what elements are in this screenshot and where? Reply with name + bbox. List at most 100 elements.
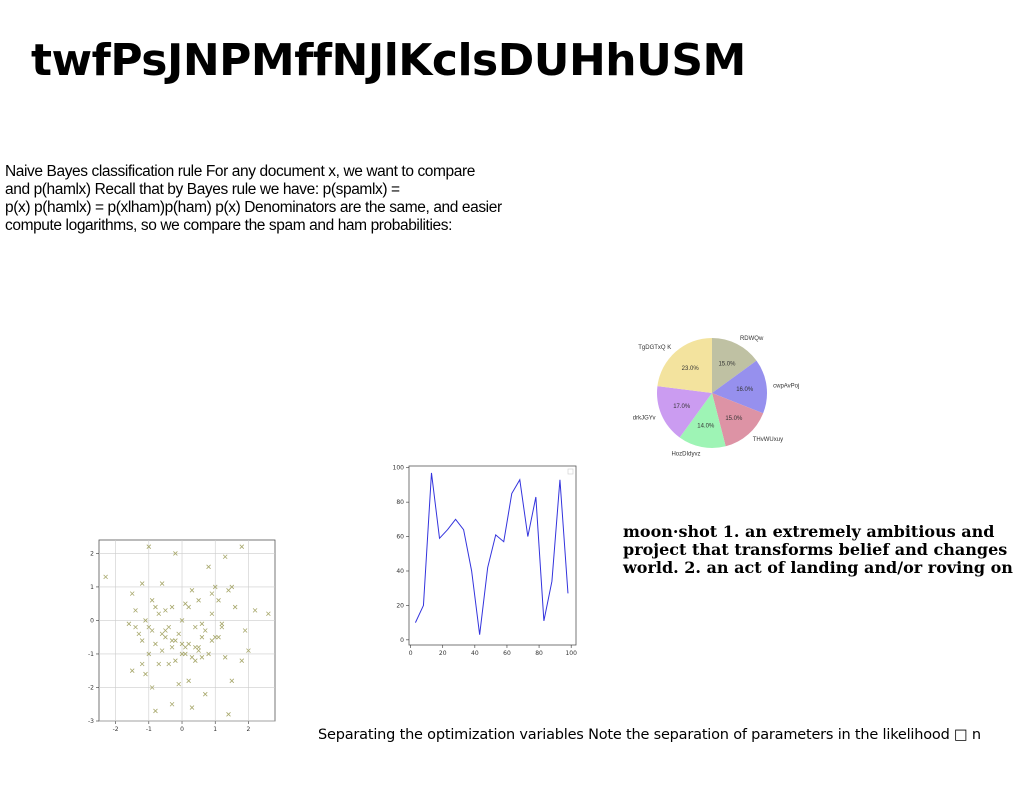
scatter-point — [232, 604, 238, 610]
legend-box — [567, 468, 574, 475]
pie-slice — [657, 338, 712, 393]
scatter-point — [149, 685, 155, 690]
scatter-point — [163, 628, 168, 633]
y-tick-label: 20 — [396, 602, 404, 609]
scatter-point — [169, 644, 175, 650]
line-series — [414, 472, 569, 635]
pie-category-label: RDWQw — [740, 336, 764, 342]
scatter-point — [159, 648, 165, 653]
pie-percent-label: 14.0% — [697, 423, 715, 429]
y-tick-label: 60 — [396, 534, 404, 541]
y-tick-label: 40 — [396, 568, 404, 575]
scatter-point — [196, 644, 201, 650]
scatter-point — [212, 584, 218, 590]
scatter-point — [166, 624, 172, 630]
pie-category-label: drkJGYv — [633, 415, 656, 421]
scatter-point — [226, 587, 231, 593]
x-tick-label: -1 — [146, 726, 152, 733]
moonshot-line: project that transforms belief and chang… — [623, 540, 1008, 559]
y-tick-label: -2 — [88, 684, 94, 691]
page-title: twfPsJNPMffNJlKclsDUHhUSM — [31, 35, 746, 86]
scatter-point — [159, 581, 165, 586]
scatter-point — [176, 681, 181, 687]
pie-slice — [679, 393, 726, 449]
scatter-point — [202, 691, 208, 697]
scatter-point — [163, 634, 168, 640]
scatter-point — [149, 628, 155, 633]
y-tick-label: -1 — [88, 651, 94, 658]
scatter-point — [209, 638, 215, 643]
scatter-point — [239, 658, 245, 663]
scatter-point — [219, 621, 225, 627]
scatter-point — [153, 604, 158, 610]
scatter-point — [173, 658, 178, 663]
scatter-point — [139, 581, 145, 586]
moonshot-line: moon·shot 1. an extremely ambitious and — [623, 522, 995, 541]
scatter-point — [169, 638, 175, 643]
scatter-point — [202, 628, 208, 633]
scatter-point — [133, 624, 138, 630]
pie-percent-label: 23.0% — [682, 366, 700, 372]
scatter-point — [153, 641, 158, 647]
scatter-chart: -2 -1 0 1 2 -3 -2 -1 0 1 2 — [88, 539, 276, 733]
scatter-point — [212, 634, 218, 640]
scatter-point — [156, 661, 162, 667]
scatter-point — [209, 611, 215, 617]
scatter-point — [183, 644, 188, 650]
x-tick-label: 60 — [503, 650, 511, 657]
scatter-point — [206, 564, 211, 570]
scatter-point — [266, 611, 271, 617]
scatter-point — [206, 651, 211, 657]
moonshot-line: world. 2. an act of landing and/or rovin… — [623, 558, 1013, 577]
scatter-point — [239, 544, 245, 549]
scatter-point — [222, 655, 228, 660]
y-tick-label: -3 — [88, 718, 94, 725]
scatter-point — [126, 621, 132, 627]
scatter-point — [216, 634, 221, 640]
x-tick-label: 1 — [213, 726, 217, 733]
scatter-point — [189, 587, 195, 593]
paragraph-line: and p(hamlx) Recall that by Bayes rule w… — [5, 181, 400, 198]
scatter-point — [193, 658, 198, 663]
scatter-point — [133, 608, 138, 613]
scatter-point — [183, 601, 188, 606]
line-chart: 0 20 40 60 80 100 0 20 40 60 80 100 — [393, 465, 578, 657]
scatter-point — [242, 628, 248, 633]
pie-slice — [656, 386, 712, 438]
x-tick-label: 40 — [471, 650, 479, 657]
pie-percent-label: 15.0% — [725, 416, 743, 422]
scatter-point — [193, 644, 198, 650]
scatter-point — [196, 648, 201, 653]
pie-slice — [712, 338, 757, 393]
pie-category-label: TgDGTxQ K — [638, 345, 671, 351]
scatter-point — [159, 631, 165, 637]
scatter-point — [183, 651, 188, 657]
pie-percent-label: 16.0% — [736, 387, 754, 393]
scatter-point — [139, 661, 145, 667]
pie-category-label: THvWUxuy — [753, 437, 783, 443]
scatter-point — [143, 618, 148, 623]
pie-category-label: cwpAvPoj — [773, 383, 799, 389]
scatter-point — [149, 598, 155, 603]
scatter-point — [169, 701, 175, 707]
scatter-point — [186, 604, 191, 610]
scatter-point — [153, 708, 158, 714]
scatter-point — [143, 671, 148, 677]
x-tick-label: 20 — [439, 650, 447, 657]
scatter-point — [199, 655, 205, 660]
scatter-point — [246, 648, 251, 653]
x-tick-label: 0 — [409, 650, 413, 657]
scatter-point — [186, 678, 191, 684]
scatter-point — [139, 638, 145, 643]
pie-chart: 15.0% RDWQw 16.0% cwpAvPoj 15.0% THvWUxuy 14.0… — [633, 336, 800, 457]
scatter-point — [179, 651, 185, 657]
scatter-point — [252, 608, 258, 613]
scatter-point — [163, 608, 168, 613]
scatter-point — [186, 641, 191, 647]
scatter-point — [193, 624, 198, 630]
scatter-point — [173, 551, 178, 556]
scatter-point — [103, 574, 108, 580]
x-tick-label: 100 — [565, 650, 577, 657]
scatter-point — [226, 712, 231, 717]
scatter-point — [179, 618, 185, 623]
